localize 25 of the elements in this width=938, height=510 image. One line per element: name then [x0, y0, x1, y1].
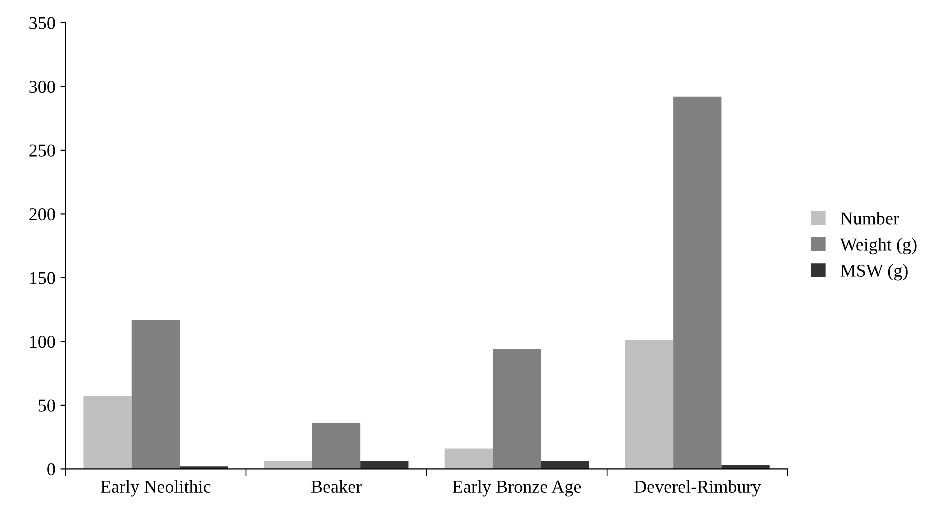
bar: [84, 396, 132, 470]
bar: [674, 96, 722, 470]
x-tick-label: Beaker: [311, 480, 362, 494]
x-tick-label: Early Bronze Age: [452, 480, 582, 497]
bar: [312, 423, 361, 470]
y-tick-label: 200: [30, 208, 56, 221]
x-tick-label: Early Neolithic: [101, 480, 211, 497]
y-tick-label: 300: [30, 80, 56, 94]
y-tick-label: 100: [30, 336, 56, 348]
x-tick-label: Deverel-Rimbury: [634, 480, 762, 497]
y-tick-label: 350: [30, 17, 56, 30]
legend-label: Weight (g): [840, 238, 917, 255]
y-tick-label: 250: [30, 144, 56, 157]
bar: [625, 340, 674, 470]
bar: [492, 349, 542, 470]
y-tick-label: 50: [38, 400, 56, 412]
bar: [264, 462, 312, 470]
bar: [132, 320, 180, 470]
legend-label: MSW (g): [840, 264, 908, 281]
bar: [444, 448, 493, 470]
bar: [541, 462, 590, 470]
bar: [360, 462, 409, 470]
y-tick-label: 0: [48, 463, 56, 476]
y-tick-label: 150: [30, 272, 56, 284]
legend-label: Number: [840, 212, 900, 225]
